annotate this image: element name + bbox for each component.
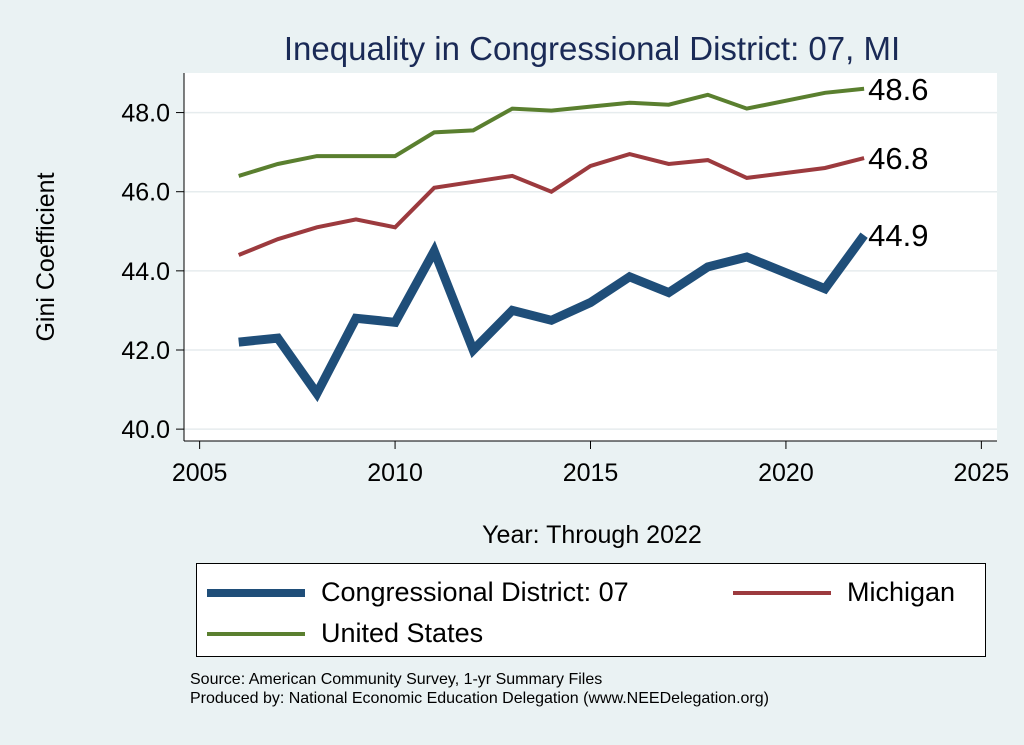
source-note: Source: American Community Survey, 1-yr …	[190, 670, 769, 708]
x-tick-label: 2020	[758, 459, 814, 487]
x-tick-label: 2005	[172, 459, 228, 487]
x-tick-label: 2010	[367, 459, 423, 487]
y-tick-label: 48.0	[121, 100, 170, 128]
legend-item-united-states: United States	[207, 618, 483, 649]
end-label-michigan: 46.8	[868, 141, 928, 176]
legend-swatch-district	[207, 588, 305, 597]
grid-lines	[184, 111, 997, 430]
x-axis-ticks: 2005 2010 2015 2020 2025	[172, 441, 1009, 487]
x-tick-label: 2015	[563, 459, 619, 487]
end-label-united-states: 48.6	[868, 72, 928, 107]
series-line-district	[238, 232, 868, 403]
legend-item-district: Congressional District: 07	[207, 577, 629, 608]
y-axis-ticks: 40.0 42.0 44.0 46.0 48.0	[121, 100, 184, 444]
source-text: Source: American Community Survey, 1-yr …	[190, 671, 603, 688]
legend-item-michigan: Michigan	[733, 577, 955, 608]
end-labels: 44.9 46.8 48.6	[868, 72, 928, 253]
plot-area	[184, 73, 997, 441]
x-tick-label: 2025	[954, 459, 1010, 487]
y-tick-label: 46.0	[121, 179, 170, 207]
legend-swatch-united-states	[207, 631, 305, 636]
y-tick-label: 42.0	[121, 337, 170, 365]
legend-label-michigan: Michigan	[847, 577, 956, 607]
y-tick-label: 44.0	[121, 258, 170, 286]
end-label-district: 44.9	[868, 218, 928, 253]
gini-line-chart: 40.0 42.0 44.0 46.0 48.0 2005 2010 2015 2020 202…	[32, 30, 1009, 549]
y-axis-label: Gini Coefficient	[32, 172, 60, 341]
produced-by-text: Produced by: National Economic Education…	[190, 690, 769, 707]
series-line-united-states	[238, 86, 865, 178]
legend: Congressional District: 07 Michigan Unit…	[196, 563, 986, 657]
legend-label-district: Congressional District: 07	[321, 577, 629, 607]
legend-swatch-michigan	[733, 590, 831, 595]
series-line-michigan	[237, 152, 865, 257]
x-axis-label: Year: Through 2022	[482, 521, 702, 549]
chart-title: Inequality in Congressional District: 07…	[284, 30, 900, 67]
series-lines	[237, 86, 868, 403]
legend-label-united-states: United States	[321, 618, 484, 648]
y-tick-label: 40.0	[121, 416, 170, 444]
